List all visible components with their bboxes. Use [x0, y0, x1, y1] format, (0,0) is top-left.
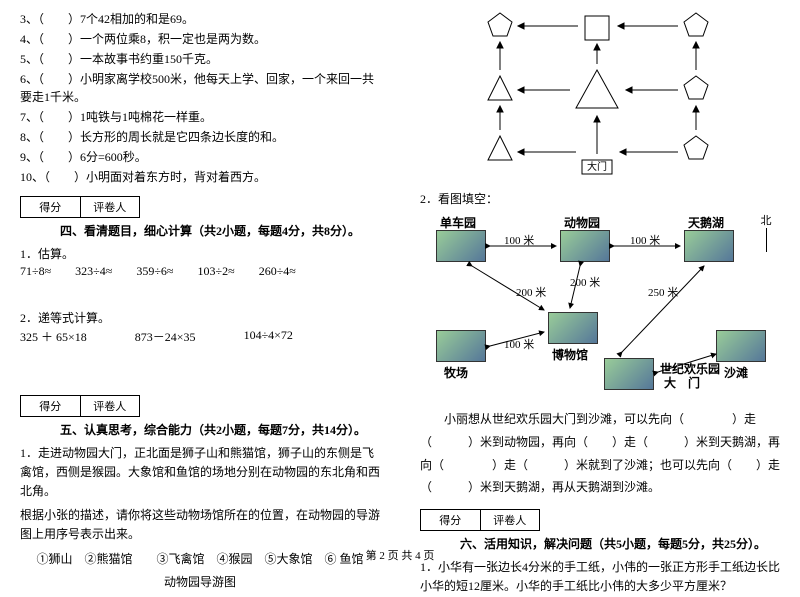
- pentagon-top-right: [684, 13, 708, 36]
- zoo-intro: 1．走进动物园大门，正北面是狮子山和熊猫馆，狮子山的东侧是飞禽馆，西侧是猴园。大…: [20, 444, 380, 502]
- q9: 9、（ ）6分=600秒。: [20, 148, 380, 166]
- q6-1: 1．小华有一张边长4分米的手工纸，小伟的一张正方形手工纸边长比小华的短12厘米。…: [420, 558, 780, 596]
- q6: 6、（ ）小明家离学校500米，他每天上学、回家，一个来回一共要走1千米。: [20, 70, 380, 106]
- estimate-row: 71÷8≈ 323÷4≈ 359÷6≈ 103÷2≈ 260÷4≈: [20, 264, 380, 279]
- q4: 4、（ ）一个两位乘8，积一定也是两为数。: [20, 30, 380, 48]
- pentagon-right: [684, 76, 708, 99]
- score-label: 得分: [21, 396, 81, 416]
- q5: 5、（ ）一本故事书约重150千克。: [20, 50, 380, 68]
- square-top-mid: [585, 16, 609, 40]
- triangle-bottom-left: [488, 136, 512, 160]
- fill-blank-text: 小丽想从世纪欢乐园大门到沙滩，可以先向（ ）走（ ）米到动物园，再向（ ）走（ …: [420, 408, 780, 499]
- est-1: 71÷8≈: [20, 264, 51, 279]
- section-5-title: 五、认真思考，综合能力（共2小题，每题7分，共14分）。: [60, 421, 380, 438]
- estimate-label: 1．估算。: [20, 245, 380, 262]
- est-3: 359÷6≈: [136, 264, 173, 279]
- triangle-center: [576, 70, 618, 108]
- diagram-arrows: [497, 23, 699, 155]
- score-box-4: 得分 评卷人: [20, 196, 140, 218]
- zoo-diagram: 大门: [450, 8, 750, 188]
- page-footer: 第 2 页 共 4 页: [0, 547, 800, 563]
- pentagon-bottom-right: [684, 136, 708, 159]
- est-2: 323÷4≈: [75, 264, 112, 279]
- zoo-caption: 动物园导游图: [20, 573, 380, 590]
- zoo-task: 根据小张的描述，请你将这些动物场馆所在的位置，在动物园的导游图上用序号表示出来。: [20, 506, 380, 544]
- step-2: 873－24×35: [135, 328, 196, 345]
- section-4-title: 四、看清题目，细心计算（共2小题，每题4分，共8分）。: [60, 222, 380, 239]
- score-box-6: 得分 评卷人: [420, 509, 540, 531]
- step-1: 325 ＋ 65×18: [20, 328, 87, 345]
- pentagon-top-left: [488, 13, 512, 36]
- gate-label: 大门: [587, 160, 607, 173]
- q7: 7、（ ）1吨铁与1吨棉花一样重。: [20, 108, 380, 126]
- triangle-left: [488, 76, 512, 100]
- q8: 8、（ ）长方形的周长就是它四条边长度的和。: [20, 128, 380, 146]
- score-box-5: 得分 评卷人: [20, 395, 140, 417]
- map-arrows: [420, 212, 780, 402]
- score-label: 得分: [421, 510, 481, 530]
- q3: 3、（ ）7个42相加的和是69。: [20, 10, 380, 28]
- q2-label: 2．看图填空：: [420, 190, 780, 208]
- grader-label: 评卷人: [481, 510, 540, 530]
- step-label: 2．递等式计算。: [20, 309, 380, 326]
- step-row: 325 ＋ 65×18 873－24×35 104÷4×72: [20, 328, 380, 345]
- q10: 10、（ ）小明面对着东方时，背对着西方。: [20, 168, 380, 186]
- grader-label: 评卷人: [81, 197, 140, 217]
- step-3: 104÷4×72: [244, 328, 293, 345]
- map-area: 北 单车园 动物园 天鹅湖 牧场 博物馆 沙滩 世纪欢乐园 大 门 100 米 …: [420, 212, 780, 402]
- est-4: 103÷2≈: [198, 264, 235, 279]
- grader-label: 评卷人: [81, 396, 140, 416]
- score-label: 得分: [21, 197, 81, 217]
- est-5: 260÷4≈: [259, 264, 296, 279]
